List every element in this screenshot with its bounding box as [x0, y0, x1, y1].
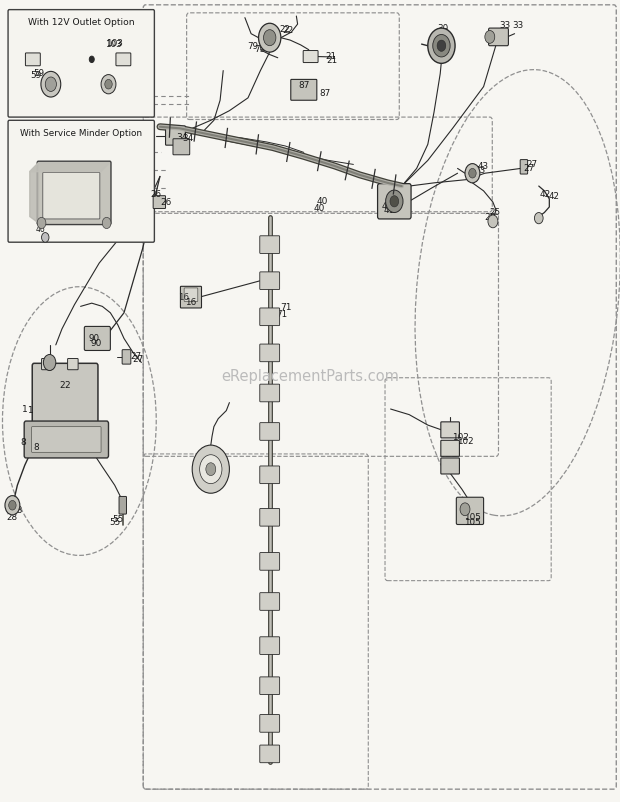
Text: 25: 25 — [484, 213, 495, 222]
Circle shape — [485, 30, 495, 43]
FancyBboxPatch shape — [8, 10, 154, 117]
Text: 30: 30 — [438, 27, 449, 37]
Text: 87: 87 — [298, 80, 309, 90]
Text: 8: 8 — [33, 443, 39, 452]
Text: 43: 43 — [475, 166, 486, 176]
Circle shape — [5, 496, 20, 515]
Text: 25: 25 — [489, 208, 500, 217]
Circle shape — [259, 23, 281, 52]
Text: 16: 16 — [185, 298, 197, 307]
Text: 55: 55 — [112, 515, 123, 525]
Text: 102: 102 — [451, 432, 469, 442]
FancyBboxPatch shape — [180, 286, 202, 308]
FancyBboxPatch shape — [116, 53, 131, 66]
Text: 33: 33 — [512, 21, 523, 30]
FancyBboxPatch shape — [260, 553, 280, 570]
Circle shape — [488, 215, 498, 228]
Circle shape — [428, 28, 455, 63]
Polygon shape — [30, 163, 38, 223]
FancyBboxPatch shape — [260, 236, 280, 253]
FancyBboxPatch shape — [8, 120, 154, 242]
Text: 27: 27 — [131, 351, 142, 361]
FancyBboxPatch shape — [37, 161, 111, 225]
FancyBboxPatch shape — [489, 28, 508, 46]
Text: 105: 105 — [464, 512, 481, 522]
FancyBboxPatch shape — [260, 272, 280, 290]
Text: 71: 71 — [277, 310, 288, 319]
FancyBboxPatch shape — [173, 139, 190, 155]
Circle shape — [45, 77, 56, 91]
Circle shape — [89, 56, 94, 63]
Circle shape — [192, 445, 229, 493]
Text: 41: 41 — [384, 205, 395, 215]
Text: 28: 28 — [7, 512, 18, 522]
Circle shape — [42, 233, 49, 242]
Text: 42: 42 — [540, 189, 551, 199]
FancyBboxPatch shape — [24, 421, 108, 458]
Circle shape — [105, 79, 112, 89]
Circle shape — [437, 40, 446, 51]
Circle shape — [469, 168, 476, 178]
Text: 59: 59 — [30, 71, 42, 80]
Text: 102: 102 — [457, 436, 473, 446]
Circle shape — [465, 164, 480, 183]
Text: 103: 103 — [105, 39, 122, 49]
FancyBboxPatch shape — [260, 715, 280, 732]
FancyBboxPatch shape — [441, 440, 459, 456]
Text: 46: 46 — [35, 225, 45, 234]
Text: 90: 90 — [91, 338, 102, 348]
Circle shape — [264, 30, 276, 46]
Text: 79: 79 — [247, 42, 259, 51]
Text: 27: 27 — [132, 354, 143, 364]
Text: 26: 26 — [151, 189, 162, 199]
FancyBboxPatch shape — [441, 458, 459, 474]
Circle shape — [433, 34, 450, 57]
FancyBboxPatch shape — [184, 288, 198, 302]
Text: 34: 34 — [177, 132, 188, 142]
FancyBboxPatch shape — [260, 423, 280, 440]
Circle shape — [41, 71, 61, 97]
Text: 21: 21 — [325, 51, 336, 61]
Circle shape — [9, 500, 16, 510]
FancyBboxPatch shape — [291, 79, 317, 100]
Text: 28: 28 — [12, 506, 23, 516]
Circle shape — [534, 213, 543, 224]
FancyBboxPatch shape — [260, 508, 280, 526]
Circle shape — [386, 190, 403, 213]
Text: 29: 29 — [199, 476, 210, 486]
Circle shape — [200, 455, 222, 484]
FancyBboxPatch shape — [260, 593, 280, 610]
FancyBboxPatch shape — [32, 363, 98, 426]
FancyBboxPatch shape — [260, 344, 280, 362]
Circle shape — [101, 75, 116, 94]
Circle shape — [37, 217, 46, 229]
Text: 30: 30 — [437, 23, 448, 33]
Text: 26: 26 — [160, 197, 171, 207]
FancyBboxPatch shape — [520, 160, 528, 174]
Text: 16: 16 — [178, 293, 189, 302]
Text: 87: 87 — [319, 89, 330, 99]
FancyBboxPatch shape — [456, 497, 484, 525]
Text: With Service Minder Option: With Service Minder Option — [20, 128, 142, 138]
FancyBboxPatch shape — [378, 184, 411, 219]
Circle shape — [43, 354, 56, 371]
Polygon shape — [30, 163, 110, 172]
Text: With 12V Outlet Option: With 12V Outlet Option — [28, 18, 135, 27]
Circle shape — [206, 463, 216, 476]
Text: 27: 27 — [526, 160, 538, 169]
Text: 29: 29 — [207, 467, 218, 476]
FancyBboxPatch shape — [260, 745, 280, 763]
Circle shape — [390, 196, 399, 207]
Circle shape — [460, 503, 470, 516]
FancyBboxPatch shape — [42, 358, 52, 370]
FancyBboxPatch shape — [68, 358, 78, 370]
FancyBboxPatch shape — [32, 427, 101, 452]
FancyBboxPatch shape — [153, 196, 166, 209]
FancyBboxPatch shape — [84, 326, 110, 350]
Text: 40: 40 — [317, 196, 328, 206]
FancyBboxPatch shape — [260, 637, 280, 654]
Text: 103: 103 — [106, 38, 123, 48]
Text: 90: 90 — [89, 334, 100, 343]
Text: 1: 1 — [22, 404, 28, 414]
